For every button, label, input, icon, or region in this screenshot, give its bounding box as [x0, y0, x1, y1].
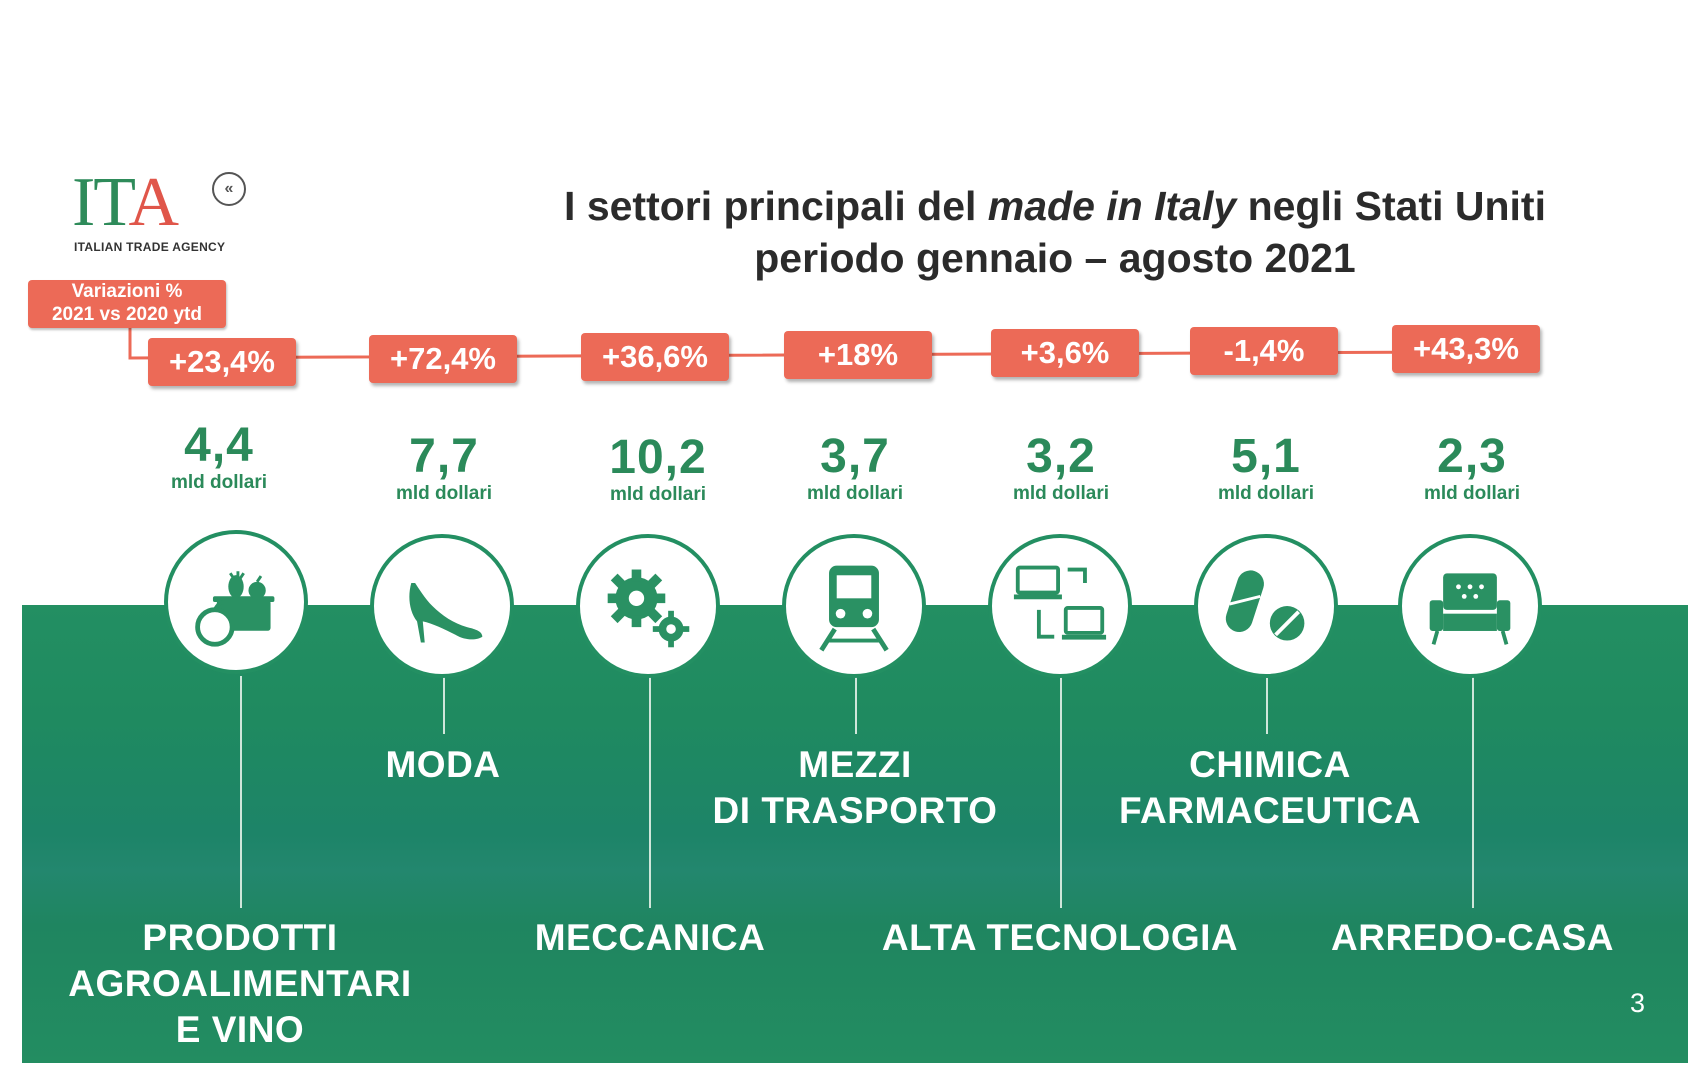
- sector-value: 3,7 mld dollari: [745, 431, 965, 505]
- value-number: 7,7: [409, 430, 479, 483]
- logo-mark: ITA: [72, 168, 179, 238]
- value-number: 10,2: [609, 431, 707, 484]
- connector-vline: [443, 676, 445, 734]
- title-line-1-post: negli Stati Uniti: [1236, 183, 1546, 229]
- ita-logo: ITA « ITALIAN TRADE AGENCY: [72, 168, 272, 258]
- connector-vline: [1472, 676, 1474, 908]
- sector-label: ARREDO-CASA: [1331, 917, 1614, 958]
- logo-mark-red: A: [128, 164, 179, 241]
- percent-badge: +18%: [784, 331, 932, 379]
- legend-tag: Variazioni % 2021 vs 2020 ytd: [28, 280, 226, 328]
- connector-vline: [649, 676, 651, 908]
- connector-vline: [855, 676, 857, 734]
- logo-subtitle: ITALIAN TRADE AGENCY: [74, 240, 226, 254]
- value-unit: mld dollari: [1217, 483, 1315, 504]
- sector-value: 3,2 mld dollari: [951, 431, 1171, 505]
- sector-value: 10,2 mld dollari: [548, 432, 768, 506]
- sector-icon-circle: [576, 534, 720, 678]
- legend-line-2: 2021 vs 2020 ytd: [51, 304, 202, 325]
- value-number: 5,1: [1231, 430, 1301, 483]
- sector-label: MECCANICA: [534, 917, 766, 958]
- pills-icon: [1225, 570, 1305, 641]
- sector-label: CHIMICA FARMACEUTICA: [1100, 742, 1440, 834]
- logo-emblem-icon: «: [212, 172, 246, 206]
- connector-vline: [1060, 676, 1062, 908]
- value-number: 3,2: [1026, 430, 1096, 483]
- label-line: PRODOTTI: [142, 917, 338, 958]
- value-unit: mld dollari: [609, 484, 707, 505]
- computers-icon: [1013, 565, 1107, 640]
- sector-label: PRODOTTI AGROALIMENTARI E VINO: [40, 915, 440, 1053]
- value-unit: mld dollari: [1423, 483, 1521, 504]
- percent-badge: +3,6%: [991, 329, 1139, 377]
- value-unit: mld dollari: [1012, 483, 1110, 504]
- title-line-1: I settori principali del made in Italy n…: [420, 180, 1690, 232]
- sector-value: 2,3 mld dollari: [1362, 431, 1582, 505]
- sector-icon-circle: [1194, 534, 1338, 678]
- armchair-icon: [1429, 573, 1511, 645]
- page-number: 3: [1629, 988, 1645, 1018]
- title-line-1-pre: I settori principali del: [564, 183, 988, 229]
- label-line: MEZZI: [798, 744, 912, 785]
- label-line: CHIMICA: [1189, 744, 1351, 785]
- logo-mark-green: IT: [72, 164, 130, 241]
- percent-badge: +36,6%: [581, 333, 729, 381]
- sector-value: 5,1 mld dollari: [1156, 431, 1376, 505]
- value-unit: mld dollari: [806, 483, 904, 504]
- percent-badge: +72,4%: [369, 335, 517, 383]
- connector-vline: [240, 676, 242, 908]
- sector-label: MEZZI DI TRASPORTO: [690, 742, 1020, 834]
- label-line: DI TRASPORTO: [712, 790, 998, 831]
- sector-icon-circle: [164, 530, 308, 674]
- sector-icon-circle: [988, 534, 1132, 678]
- value-number: 2,3: [1437, 430, 1507, 483]
- sector-label: MODA: [385, 744, 501, 785]
- value-number: 4,4: [184, 419, 254, 472]
- value-unit: mld dollari: [395, 483, 493, 504]
- sector-label: ALTA TECNOLOGIA: [881, 917, 1239, 958]
- sector-icon-circle: [370, 534, 514, 678]
- high-heel-icon: [409, 582, 483, 643]
- page-title: I settori principali del made in Italy n…: [420, 180, 1690, 284]
- value-number: 3,7: [820, 430, 890, 483]
- sector-icon-circle: [1398, 534, 1542, 678]
- label-line: AGROALIMENTARI: [68, 963, 412, 1004]
- percent-badge: +23,4%: [148, 338, 296, 386]
- food-basket-icon: [195, 571, 275, 647]
- gears-icon: [607, 569, 690, 648]
- label-line: E VINO: [175, 1009, 305, 1050]
- percent-badge: +43,3%: [1392, 325, 1540, 373]
- value-unit: mld dollari: [170, 472, 268, 493]
- title-line-2: periodo gennaio – agosto 2021: [754, 235, 1356, 281]
- sector-value: 4,4 mld dollari: [109, 420, 329, 494]
- connector-vline: [1266, 676, 1268, 734]
- title-line-1-emphasis: made in Italy: [987, 183, 1237, 229]
- train-icon: [819, 565, 889, 652]
- percent-badge: -1,4%: [1190, 327, 1338, 375]
- label-line: FARMACEUTICA: [1119, 790, 1421, 831]
- sector-value: 7,7 mld dollari: [334, 431, 554, 505]
- legend-line-1: Variazioni %: [71, 281, 183, 302]
- sector-icon-circle: [782, 534, 926, 678]
